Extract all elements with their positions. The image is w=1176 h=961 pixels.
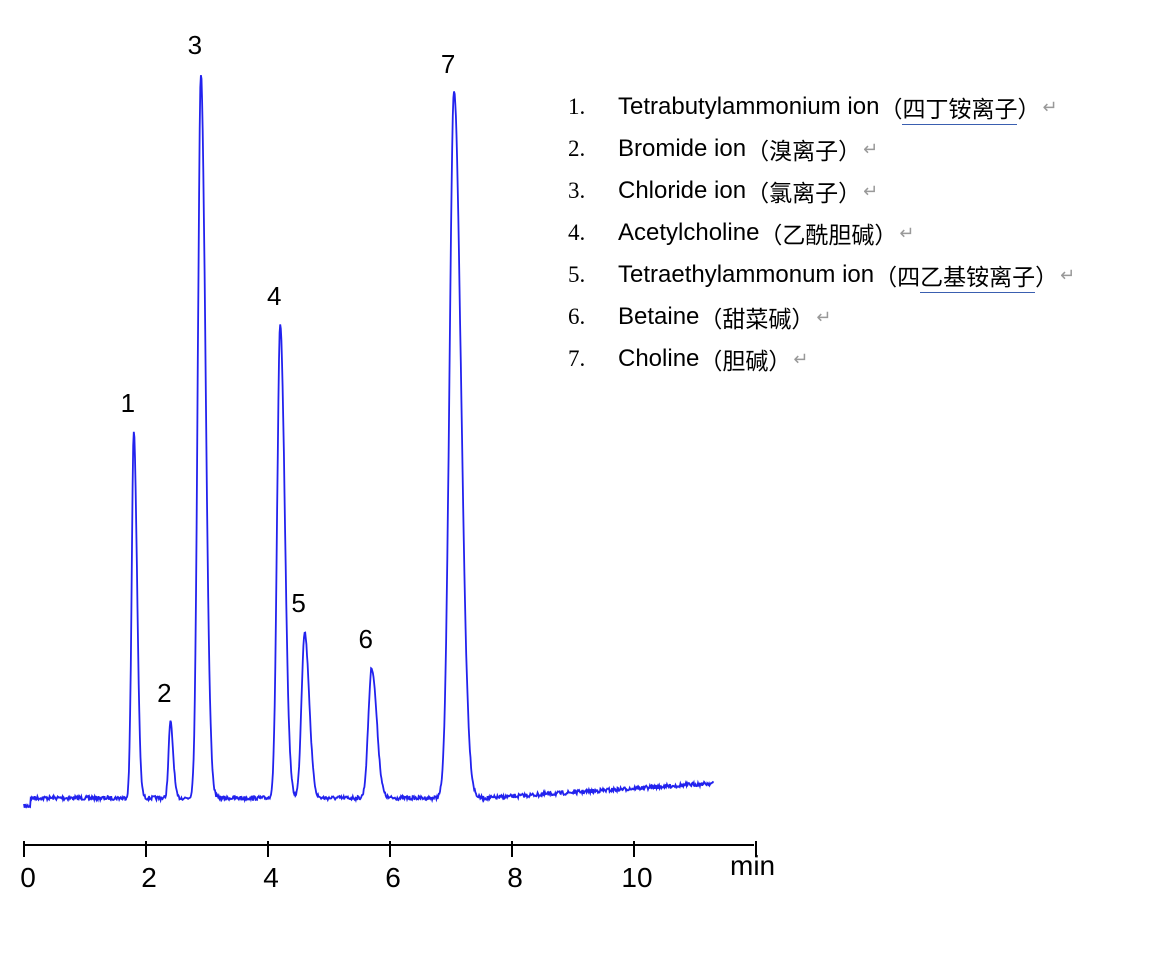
- legend-cn-pre: （: [879, 96, 903, 122]
- peak-label: 6: [358, 624, 372, 654]
- return-mark-icon: ↵: [1060, 264, 1076, 285]
- return-mark-icon: ↵: [863, 180, 879, 201]
- legend-cn-ul: 四丁铵离子: [902, 90, 1018, 125]
- legend-cn-pre: （溴离子）: [746, 138, 862, 164]
- return-mark-icon: ↵: [899, 222, 915, 243]
- legend-cn-pre: （氯离子）: [746, 180, 862, 206]
- legend-cn-ul: 乙基铵离子: [920, 258, 1036, 293]
- legend-item: 3. Chloride ion （氯离子） ↵: [568, 170, 1075, 212]
- legend-num: 7.: [568, 346, 586, 371]
- legend: 1. Tetrabutylammonium ion （四丁铵离子） ↵ 2. Bromid…: [568, 86, 1075, 380]
- legend-num: 5.: [568, 262, 586, 287]
- legend-item: 4. Acetylcholine （乙酰胆碱） ↵: [568, 212, 1075, 254]
- legend-item: 1. Tetrabutylammonium ion （四丁铵离子） ↵: [568, 86, 1075, 128]
- legend-name: Bromide ion: [618, 135, 747, 162]
- legend-cn-pre: （乙酰胆碱）: [759, 222, 898, 248]
- legend-name: Tetrabutylammonium ion: [618, 93, 880, 120]
- legend-cn-pre: （四: [874, 264, 921, 290]
- legend-num: 3.: [568, 178, 586, 203]
- legend-item: 2. Bromide ion （溴离子） ↵: [568, 128, 1075, 170]
- legend-item: 6. Betaine （甜菜碱） ↵: [568, 296, 1075, 338]
- return-mark-icon: ↵: [793, 348, 809, 369]
- peak-label: 2: [157, 678, 171, 708]
- legend-name: Acetylcholine: [618, 219, 760, 246]
- legend-name: Chloride ion: [618, 177, 747, 204]
- legend-num: 1.: [568, 94, 586, 119]
- x-tick-label: 2: [141, 862, 157, 893]
- x-tick-label: 0: [20, 862, 36, 893]
- peak-label: 3: [188, 30, 202, 60]
- peak-label: 4: [267, 281, 281, 311]
- x-axis: 0 2 4 6 8 10 min: [20, 841, 775, 893]
- x-axis-label: min: [730, 850, 775, 881]
- legend-item: 5. Tetraethylammonum ion （四 乙基铵离子） ↵: [568, 254, 1075, 296]
- return-mark-icon: ↵: [1042, 96, 1058, 117]
- legend-name: Betaine: [618, 303, 700, 330]
- peak-label: 5: [291, 588, 305, 618]
- legend-cn-pre: （甜菜碱）: [699, 306, 815, 332]
- legend-name: Choline: [618, 345, 700, 372]
- x-tick-label: 8: [507, 862, 523, 893]
- legend-cn-post: ）: [1017, 96, 1041, 122]
- legend-item: 7. Choline （胆碱） ↵: [568, 338, 1075, 380]
- peak-labels: 1 2 3 4 5 6 7: [121, 30, 456, 708]
- x-tick-label: 4: [263, 862, 279, 893]
- return-mark-icon: ↵: [863, 138, 879, 159]
- legend-cn-pre: （胆碱）: [699, 348, 792, 374]
- peak-label: 1: [121, 388, 135, 418]
- legend-num: 6.: [568, 304, 586, 329]
- return-mark-icon: ↵: [816, 306, 832, 327]
- x-tick-label: 10: [621, 862, 652, 893]
- legend-cn-post: ）: [1035, 264, 1059, 290]
- peak-label: 7: [441, 49, 455, 79]
- chromatogram-trace: [23, 75, 715, 809]
- x-tick-label: 6: [385, 862, 401, 893]
- legend-num: 4.: [568, 220, 586, 245]
- legend-name: Tetraethylammonum ion: [618, 261, 875, 288]
- legend-num: 2.: [568, 136, 586, 161]
